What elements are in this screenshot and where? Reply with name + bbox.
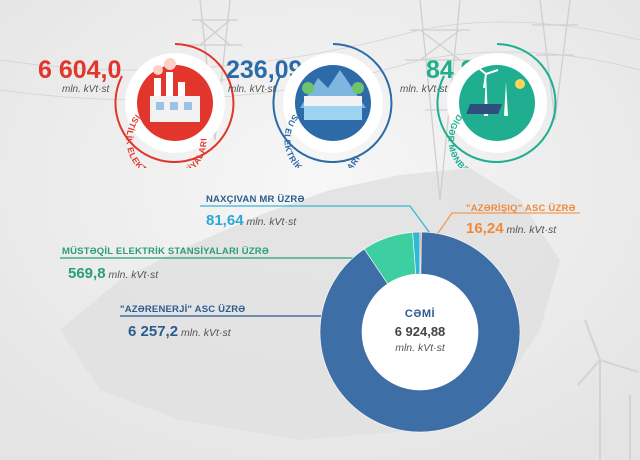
distribution-donut-chart: [319, 231, 521, 433]
hydro-badge: SU ELEKTRİK STANSİYALARI: [272, 43, 393, 168]
value-naxcivan: 81,64 mln. kVt·st: [206, 212, 296, 229]
donut-hole: [362, 274, 478, 390]
label-azerisiq: "AZƏRİŞIQ" ASC ÜZRƏ: [466, 203, 576, 214]
label-naxcivan: NAXÇIVAN MR ÜZRƏ: [206, 194, 305, 205]
other-badge: DİGƏR MƏNBƏLƏR: [436, 43, 557, 168]
total-label: CƏMİ: [404, 308, 436, 320]
hydro-unit: mln. kVt·st: [228, 84, 276, 95]
renewable-energy-icon: [466, 65, 525, 116]
wind-turbines: [577, 319, 639, 460]
thermal-unit: mln. kVt·st: [62, 84, 110, 95]
value-mustaqil-unit: mln. kVt·st: [108, 269, 159, 281]
value-azerenerji-unit: mln. kVt·st: [181, 327, 231, 339]
total-value: 6 924,88: [394, 324, 446, 339]
thermal-value: 6 604,0: [38, 56, 122, 84]
hydro-power-dam-icon: [300, 70, 366, 120]
total-unit: mln. kVt·st: [395, 342, 445, 354]
label-azerenerji: "AZƏRENERJİ" ASC ÜZRƏ: [120, 304, 246, 315]
value-azerisiq-unit: mln. kVt·st: [506, 224, 557, 236]
value-azerisiq: 16,24 mln. kVt·st: [466, 220, 556, 237]
value-mustaqil-number: 569,8: [68, 265, 106, 282]
other-unit: mln. kVt·st: [400, 84, 448, 95]
value-azerenerji: 6 257,2 mln. kVt·st: [128, 323, 231, 340]
value-naxcivan-unit: mln. kVt·st: [246, 216, 297, 228]
connector-naxcivan: [200, 205, 433, 237]
value-naxcivan-number: 81,64: [206, 212, 244, 229]
label-mustaqil: MÜSTƏQİL ELEKTRİK STANSİYALARI ÜZRƏ: [62, 246, 269, 257]
thermal-badge: İSTİLİK ELEKTRİK STANSİYALARI: [114, 43, 235, 168]
connector-azerisiq: [435, 212, 580, 237]
thermal-power-plant-icon: [150, 58, 200, 122]
slice-mustaqil: [363, 231, 417, 285]
value-azerisiq-number: 16,24: [466, 220, 504, 237]
value-mustaqil: 569,8 mln. kVt·st: [68, 265, 158, 282]
value-azerenerji-number: 6 257,2: [128, 323, 179, 340]
